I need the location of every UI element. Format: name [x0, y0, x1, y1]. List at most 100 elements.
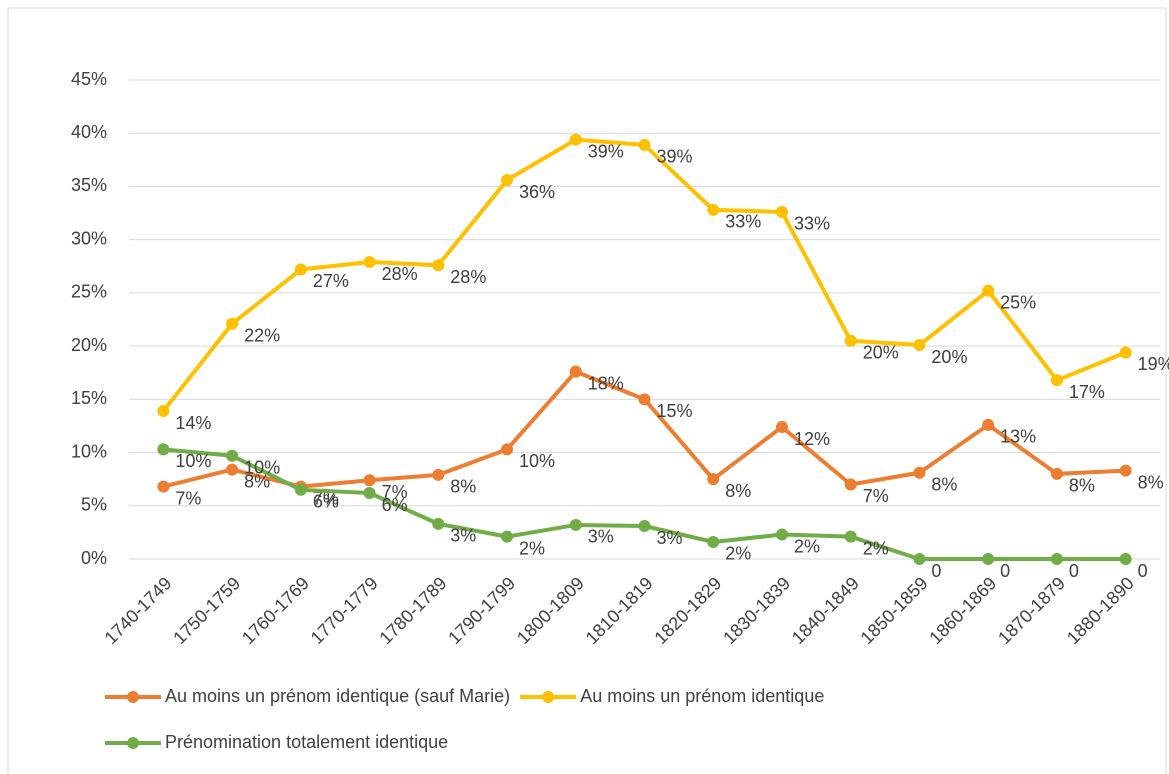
data-point	[432, 468, 445, 481]
x-tick-label: 1830-1839	[719, 573, 794, 648]
data-label: 19%	[1138, 354, 1169, 374]
y-tick-label: 0%	[81, 548, 107, 568]
data-label: 18%	[588, 373, 624, 393]
data-label: 39%	[657, 147, 693, 167]
data-point	[157, 480, 170, 493]
data-label: 33%	[725, 212, 761, 232]
legend-marker	[542, 691, 555, 703]
series-line	[161, 137, 1127, 413]
data-label: 2%	[863, 538, 889, 558]
series-line	[162, 369, 1126, 489]
data-label: 13%	[1000, 427, 1036, 447]
data-point	[982, 553, 995, 565]
x-tick-label: 1850-1859	[857, 573, 932, 648]
data-label: 8%	[450, 477, 476, 497]
data-point	[638, 138, 651, 151]
data-label: 7%	[175, 488, 201, 508]
data-point	[226, 463, 239, 476]
data-point	[707, 535, 720, 548]
y-tick-label: 20%	[71, 335, 107, 355]
data-label: 14%	[175, 413, 211, 433]
data-point	[294, 263, 307, 276]
data-label: 3%	[450, 526, 476, 546]
data-label: 7%	[863, 486, 889, 506]
data-label: 3%	[657, 528, 683, 548]
data-label: 20%	[931, 347, 967, 367]
data-label: 0	[1069, 561, 1079, 581]
data-label: 8%	[931, 475, 957, 495]
data-label: 6%	[313, 492, 339, 512]
data-point	[157, 405, 170, 418]
data-point	[638, 393, 651, 406]
y-tick-label: 25%	[71, 282, 107, 302]
data-label: 10%	[175, 451, 211, 471]
x-tick-label: 1840-1849	[788, 573, 863, 648]
x-tick-label: 1820-1829	[650, 573, 725, 648]
data-label: 3%	[588, 527, 614, 547]
data-label: 8%	[725, 481, 751, 501]
data-point	[157, 443, 170, 456]
x-tick-label: 1740-1749	[101, 573, 176, 648]
data-label: 28%	[382, 264, 418, 284]
data-label: 36%	[519, 182, 555, 202]
x-tick-label: 1750-1759	[169, 573, 244, 648]
data-point	[913, 553, 926, 565]
data-point	[775, 528, 788, 541]
data-point	[1050, 553, 1063, 565]
data-point	[1050, 467, 1063, 480]
data-point	[501, 530, 514, 543]
data-point	[707, 473, 720, 486]
data-point	[982, 418, 995, 431]
data-point	[1050, 374, 1063, 387]
data-point	[363, 256, 376, 269]
data-label: 8%	[1138, 472, 1164, 492]
x-tick-label: 1810-1819	[582, 573, 657, 648]
data-label: 20%	[863, 343, 899, 363]
data-label: 27%	[313, 271, 349, 291]
data-point	[844, 530, 857, 543]
data-point	[913, 339, 926, 352]
x-tick-label: 1860-1869	[925, 573, 1000, 648]
data-label: 8%	[244, 471, 270, 491]
data-label: 2%	[725, 544, 751, 564]
data-label: 10%	[244, 457, 280, 477]
x-tick-label: 1800-1809	[513, 573, 588, 648]
x-tick-label: 1870-1879	[994, 573, 1069, 648]
data-point	[226, 317, 239, 330]
data-label: 33%	[794, 214, 830, 234]
data-label: 22%	[244, 326, 280, 346]
data-point	[226, 449, 239, 462]
data-point	[775, 205, 788, 218]
data-point	[1119, 553, 1132, 565]
legend-label: Prénomination totalement identique	[165, 732, 448, 752]
data-point	[569, 518, 582, 531]
y-tick-label: 5%	[81, 495, 107, 515]
legend-marker	[127, 691, 139, 703]
data-label: 39%	[588, 141, 624, 161]
data-label: 0	[1000, 561, 1010, 581]
data-label: 7%	[382, 482, 408, 502]
data-point	[501, 443, 514, 456]
x-tick-label: 1880-1890	[1063, 573, 1138, 648]
data-point	[844, 478, 857, 491]
y-tick-label: 45%	[71, 69, 107, 89]
data-label: 2%	[794, 536, 820, 556]
data-label: 0	[1138, 561, 1148, 581]
data-point	[844, 334, 857, 347]
data-point	[432, 259, 445, 272]
data-point	[363, 487, 376, 500]
data-point	[982, 284, 995, 297]
y-tick-label: 30%	[71, 228, 107, 248]
data-point	[501, 174, 514, 187]
y-tick-label: 10%	[71, 441, 107, 461]
data-point	[1119, 464, 1132, 477]
x-tick-label: 1780-1789	[375, 573, 450, 648]
chart-frame	[7, 7, 1167, 774]
data-label: 0	[931, 561, 941, 581]
data-point	[569, 133, 582, 146]
data-point	[638, 520, 651, 533]
data-label: 28%	[450, 267, 486, 287]
data-label: 2%	[519, 538, 545, 558]
data-label: 6%	[382, 495, 408, 515]
